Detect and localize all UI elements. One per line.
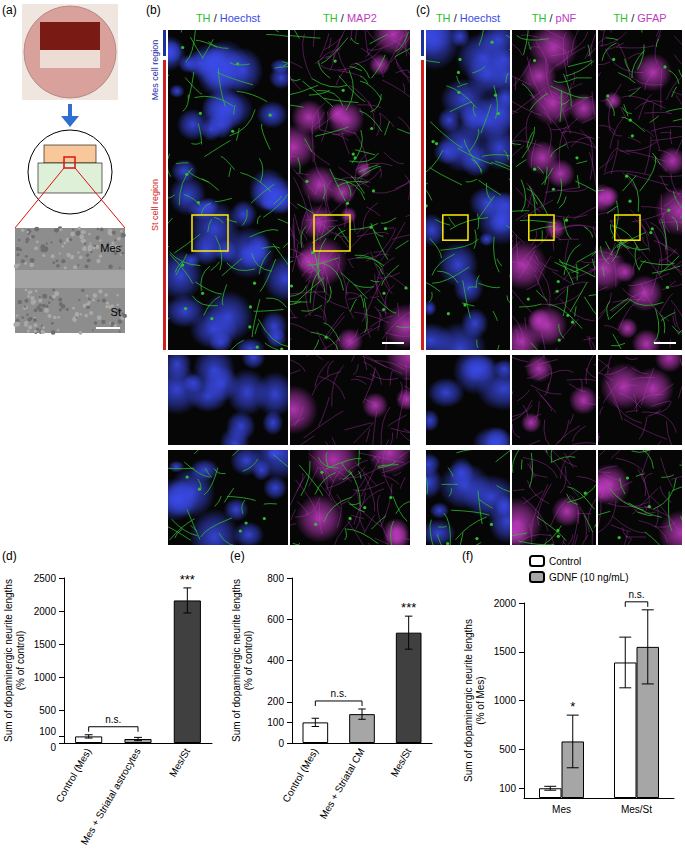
svg-text:TH / Hoechst: TH / Hoechst [196, 12, 260, 24]
svg-text:Mes + Striatal astrocytes: Mes + Striatal astrocytes [78, 746, 142, 846]
svg-text:(% of Mes): (% of Mes) [475, 676, 486, 724]
svg-text:1000: 1000 [34, 672, 57, 683]
svg-text:600: 600 [267, 614, 284, 625]
svg-text:Control (Mes): Control (Mes) [280, 746, 320, 804]
svg-text:n.s.: n.s. [105, 714, 121, 725]
svg-text:St: St [111, 306, 121, 318]
svg-text:(% of control): (% of control) [243, 631, 254, 690]
svg-text:(d): (d) [2, 549, 17, 563]
svg-text:Mes/St: Mes/St [388, 746, 413, 779]
svg-text:*: * [570, 699, 575, 714]
svg-text:100: 100 [499, 783, 516, 794]
svg-text:(c): (c) [416, 3, 430, 17]
svg-text:(b): (b) [146, 3, 161, 17]
svg-text:TH / GFAP: TH / GFAP [613, 12, 666, 24]
svg-text:TH / Hoechst: TH / Hoechst [436, 12, 500, 24]
svg-text:2500: 2500 [34, 573, 57, 584]
svg-text:200: 200 [267, 696, 284, 707]
svg-text:0: 0 [50, 742, 56, 753]
svg-text:TH / pNF: TH / pNF [532, 12, 577, 24]
svg-text:2000: 2000 [34, 606, 57, 617]
svg-text:***: *** [180, 572, 195, 587]
svg-text:Sum of dopaminergic neurite le: Sum of dopaminergic neurite lengths [3, 579, 14, 742]
svg-text:500: 500 [39, 705, 56, 716]
svg-text:n.s.: n.s. [331, 688, 347, 699]
svg-text:2000: 2000 [494, 598, 517, 609]
svg-text:Sum of dopaminergic neurite le: Sum of dopaminergic neurite lengths [463, 619, 474, 782]
svg-text:TH / MAP2: TH / MAP2 [323, 12, 377, 24]
svg-text:(f): (f) [462, 549, 473, 563]
svg-text:800: 800 [267, 573, 284, 584]
svg-text:Mes cell region: Mes cell region [150, 40, 160, 101]
svg-text:Mes + Striatal CM: Mes + Striatal CM [317, 746, 366, 820]
svg-text:Control: Control [549, 556, 581, 567]
svg-text:(e): (e) [230, 549, 245, 563]
svg-text:100: 100 [39, 726, 56, 737]
svg-text:n.s.: n.s. [628, 589, 644, 600]
svg-text:100: 100 [267, 717, 284, 728]
svg-text:(% of control): (% of control) [15, 631, 26, 690]
svg-text:***: *** [401, 600, 416, 615]
svg-text:Mes/St: Mes/St [167, 746, 192, 779]
svg-text:Mes: Mes [100, 242, 121, 254]
svg-text:500: 500 [499, 744, 516, 755]
svg-text:400: 400 [267, 655, 284, 666]
svg-text:St cell region: St cell region [150, 179, 160, 231]
svg-text:Control (Mes): Control (Mes) [54, 746, 94, 804]
svg-text:1000: 1000 [494, 695, 517, 706]
svg-text:1500: 1500 [494, 646, 517, 657]
svg-text:Sum of dopaminergic neurite le: Sum of dopaminergic neurite lengths [231, 579, 242, 742]
svg-text:Mes/St: Mes/St [621, 804, 652, 815]
svg-text:GDNF (10 ng/mL): GDNF (10 ng/mL) [549, 572, 628, 583]
svg-text:(a): (a) [2, 3, 17, 17]
svg-text:0: 0 [278, 738, 284, 749]
svg-text:Mes: Mes [552, 804, 571, 815]
svg-text:1500: 1500 [34, 639, 57, 650]
